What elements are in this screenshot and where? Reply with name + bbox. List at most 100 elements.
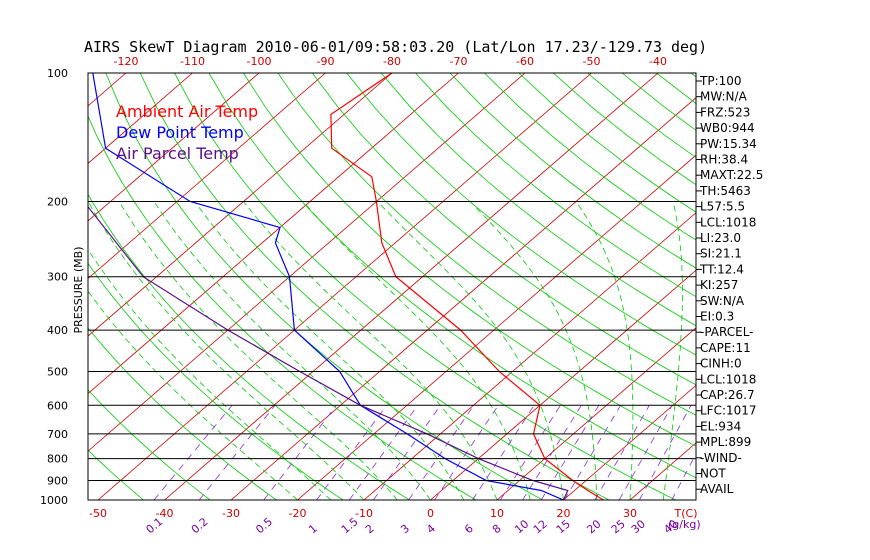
mixing-ratio-tick-label: 1 <box>306 522 320 536</box>
param-label: MAXT:22.5 <box>700 168 763 182</box>
legend-ambient: Ambient Air Temp <box>116 102 258 121</box>
param-label: CAPE:11 <box>700 341 751 355</box>
isotherm-line <box>88 73 459 395</box>
mixing-ratio-line <box>671 452 696 500</box>
isotherm-line <box>563 384 696 500</box>
dry-adiabat <box>105 73 543 500</box>
dry-adiabat <box>346 73 696 356</box>
mixing-ratio-line <box>153 405 233 500</box>
mixing-ratio-line <box>540 405 600 500</box>
moist-adiabat <box>153 201 431 500</box>
dry-adiabat <box>88 389 211 500</box>
moist-adiabat <box>469 201 598 500</box>
param-label: SW:N/A <box>700 294 745 308</box>
bottom-temp-tick-label: -20 <box>289 507 307 520</box>
param-label: RH:38.4 <box>700 153 748 167</box>
pressure-tick-label: 100 <box>47 67 68 80</box>
param-label: EI:0.3 <box>700 310 734 324</box>
mixing-ratio-line <box>594 405 650 500</box>
isotherm-line <box>230 97 696 500</box>
top-temp-tick-label: -80 <box>383 55 401 68</box>
param-label: KI:257 <box>700 278 738 292</box>
moist-adiabat <box>88 201 365 500</box>
dry-adiabat <box>380 73 696 327</box>
mixing-ratio-line <box>198 405 276 500</box>
mixing-ratio-line <box>373 405 441 500</box>
param-label: EL:934 <box>700 419 741 433</box>
dry-adiabat <box>311 73 696 386</box>
bottom-temp-tick-label: -50 <box>89 507 107 520</box>
mixing-ratio-line <box>408 405 475 500</box>
isotherm-line <box>164 73 659 500</box>
mixing-ratio-tick-label: 10 <box>512 517 531 536</box>
mixing-ratio-unit: (g/kg) <box>668 518 701 531</box>
mixing-ratio-tick-label: 12 <box>531 517 550 536</box>
pressure-tick-label: 600 <box>47 399 68 412</box>
bottom-temp-tick-label: -40 <box>156 507 174 520</box>
isotherm-line <box>363 212 696 500</box>
param-label: MPL:899 <box>700 435 751 449</box>
mixing-ratio-tick-label: 0.5 <box>253 515 275 536</box>
isotherm-line <box>88 73 393 337</box>
param-label: LFC:1017 <box>700 404 757 418</box>
top-temp-tick-label: -40 <box>649 55 667 68</box>
dry-adiabat <box>449 73 696 269</box>
dry-adiabat <box>415 73 696 298</box>
mixing-ratio-tick-label: 0.2 <box>189 515 211 536</box>
dry-adiabat <box>88 327 277 500</box>
mixing-ratio-line <box>638 405 692 500</box>
isotherm-line <box>88 73 526 452</box>
isotherm-line <box>297 154 696 500</box>
isotherm-line <box>496 327 696 500</box>
moist-adiabat <box>88 248 332 500</box>
dry-adiabat <box>174 73 676 500</box>
isotherm-line <box>830 73 870 500</box>
bottom-temp-tick-label: 20 <box>557 507 571 520</box>
top-temp-tick-label: -50 <box>583 55 601 68</box>
top-temp-tick-label: -70 <box>450 55 468 68</box>
mixing-ratio-tick-label: 8 <box>490 522 504 536</box>
top-temp-tick-label: -110 <box>180 55 205 68</box>
isotherm-line <box>88 73 193 164</box>
mixing-ratio-line <box>563 405 621 500</box>
param-label: FRZ:523 <box>700 105 750 119</box>
chart-title: AIRS SkewT Diagram 2010-06-01/09:58:03.2… <box>84 38 707 56</box>
param-label: TH:5463 <box>699 184 751 198</box>
mixing-ratio-tick-label: 25 <box>609 517 628 536</box>
mixing-ratio-tick-label: 2 <box>363 522 377 536</box>
dry-adiabat <box>243 73 696 447</box>
mixing-ratio-line <box>500 405 561 500</box>
param-label: NOT <box>700 467 726 481</box>
mixing-ratio-line <box>472 405 535 500</box>
parcel-temp-line <box>88 205 569 500</box>
isotherm-line <box>97 73 592 500</box>
pressure-tick-label: 500 <box>47 365 68 378</box>
bottom-temp-tick-label: 30 <box>623 507 637 520</box>
bottom-temp-tick-label: 0 <box>427 507 434 520</box>
mixing-ratio-line <box>522 405 582 500</box>
dry-adiabat <box>88 449 144 500</box>
mixing-ratio-line <box>349 405 419 500</box>
param-label: LI:23.0 <box>700 231 741 245</box>
param-label: WB0:944 <box>700 121 755 135</box>
dry-adiabat <box>277 73 696 416</box>
dry-adiabat <box>88 262 344 500</box>
param-label: L57:5.5 <box>700 200 745 214</box>
bottom-temp-unit: T(C) <box>674 507 698 520</box>
pressure-tick-label: 1000 <box>40 494 68 507</box>
isotherm-line <box>88 73 326 280</box>
mixing-ratio-tick-label: 20 <box>584 517 603 536</box>
param-label: SI:21.1 <box>700 247 742 261</box>
moist-adiabat <box>194 201 465 500</box>
mixing-ratio-line <box>316 405 387 500</box>
top-temp-tick-label: -100 <box>247 55 272 68</box>
param-label: MW:N/A <box>700 90 748 104</box>
mixing-ratio-tick-label: 4 <box>424 522 438 536</box>
pressure-tick-label: 900 <box>47 474 68 487</box>
param-label: -PARCEL- <box>700 325 754 339</box>
legend-dewpoint: Dew Point Temp <box>116 123 244 142</box>
param-label: CAP:26.7 <box>700 388 755 402</box>
y-axis-label: PRESSURE (MB) <box>72 247 85 334</box>
